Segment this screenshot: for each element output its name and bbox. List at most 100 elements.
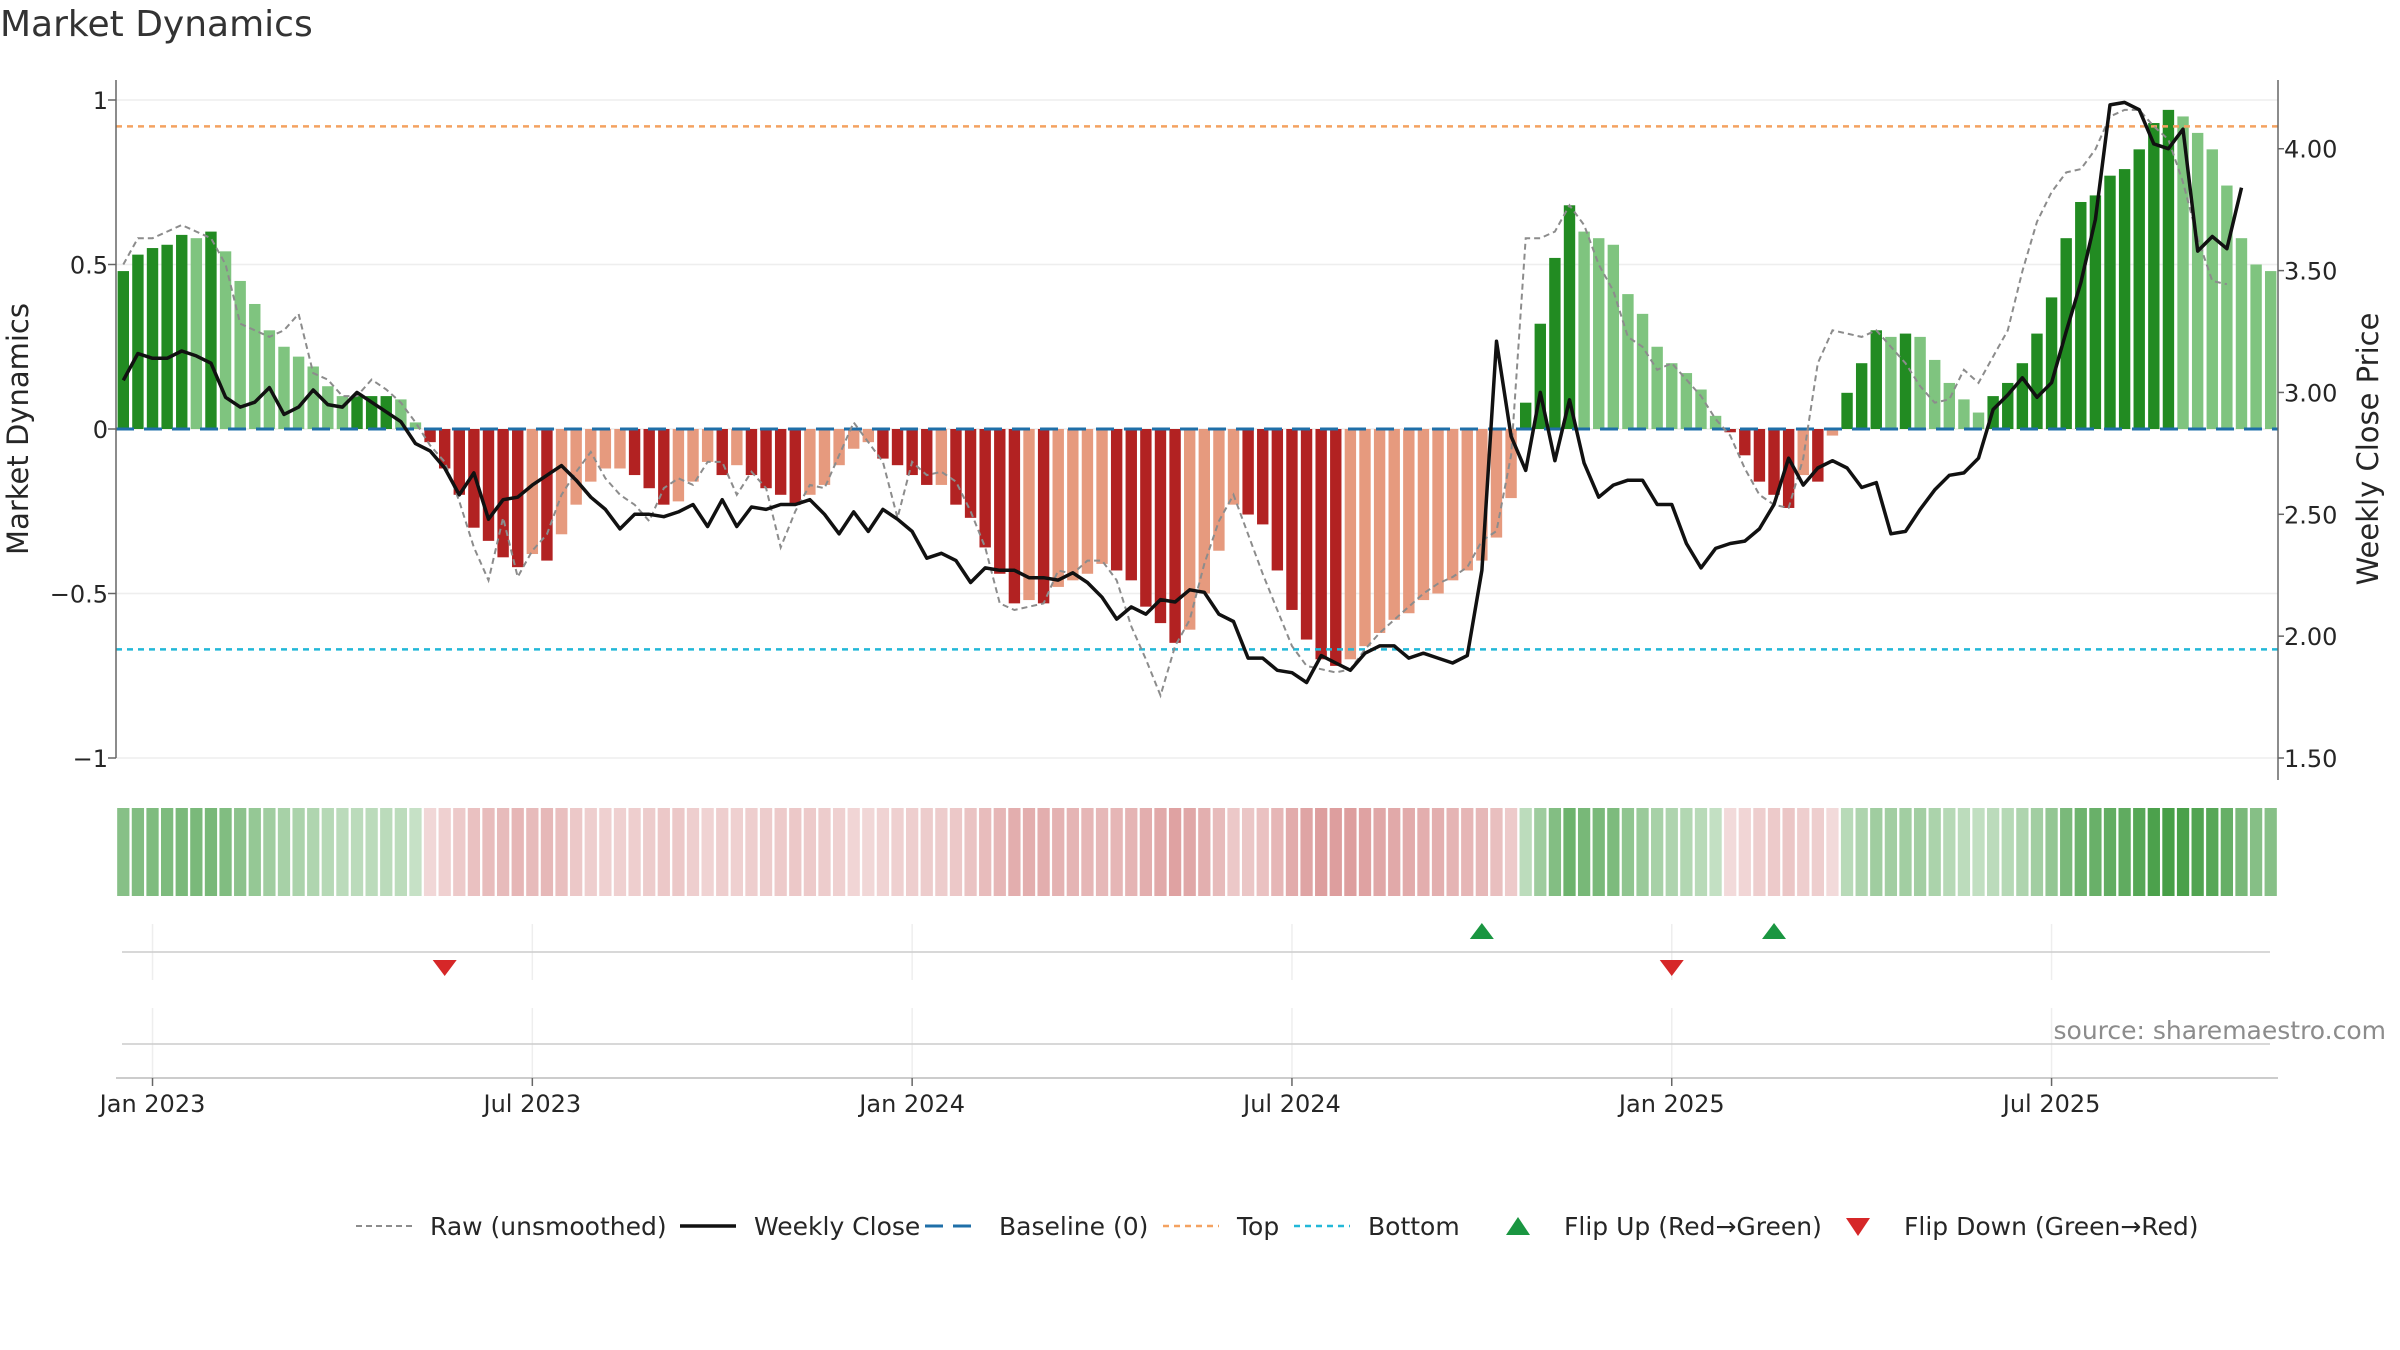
- regime-cell: [117, 808, 130, 896]
- regime-cell: [2264, 808, 2277, 896]
- dynamics-bar: [1549, 257, 1561, 429]
- dynamics-bar: [2191, 132, 2204, 429]
- legend-item-close: Weekly Close: [680, 1212, 920, 1241]
- regime-cell: [1373, 808, 1386, 896]
- dynamics-bar: [1417, 429, 1430, 601]
- regime-cell: [2118, 808, 2131, 896]
- y-tick-label: 0.5: [70, 252, 108, 280]
- dynamics-bar: [409, 422, 422, 429]
- flip-up-marker: [1469, 923, 1494, 939]
- dynamics-bars: [117, 109, 2277, 666]
- legend-label: Baseline (0): [999, 1212, 1148, 1241]
- dynamics-bar: [278, 346, 290, 429]
- dynamics-bar: [1257, 429, 1269, 525]
- dynamics-bar: [263, 330, 276, 429]
- regime-cell: [1592, 808, 1605, 896]
- regime-cell: [789, 808, 802, 896]
- dynamics-bar: [1709, 415, 1722, 429]
- regime-cell: [1738, 808, 1751, 896]
- flip-down-marker: [1659, 960, 1684, 976]
- dynamics-bar: [438, 429, 451, 469]
- dynamics-bar: [1315, 429, 1327, 660]
- dynamics-bar: [1403, 429, 1415, 614]
- regime-cell: [248, 808, 261, 896]
- legend-item-bottom: Bottom: [1294, 1212, 1460, 1241]
- regime-cell: [1052, 808, 1065, 896]
- regime-cell: [1811, 808, 1824, 896]
- dynamics-bar: [745, 429, 758, 476]
- dynamics-bar: [1037, 429, 1050, 604]
- regime-cell: [1957, 808, 1971, 896]
- dynamics-bar: [2264, 271, 2277, 429]
- dynamics-bar: [1213, 429, 1225, 551]
- dynamics-bar: [833, 429, 845, 466]
- dynamics-bar: [1388, 429, 1400, 620]
- regime-cell: [2162, 808, 2175, 896]
- regime-cell: [1987, 808, 2000, 896]
- dynamics-bar: [146, 248, 159, 429]
- x-tick-label: Jan 2024: [857, 1090, 965, 1118]
- regime-cell: [234, 808, 247, 896]
- dynamics-bar: [1446, 429, 1459, 581]
- axes: 1 0.5 0 −0.5 −1 4.00 3.50 3.00 2.50 2.00 1.50 Marke…: [1, 80, 2385, 780]
- dynamics-bar: [862, 429, 875, 443]
- dynamics-bar: [1052, 429, 1064, 587]
- dynamics-bar: [1870, 330, 1882, 429]
- regime-cell: [453, 808, 466, 896]
- dynamics-bar: [1622, 294, 1634, 429]
- regime-cell: [2249, 808, 2263, 896]
- dynamics-bar: [1008, 429, 1021, 604]
- dynamics-bar: [614, 429, 626, 469]
- regime-cell: [1125, 808, 1138, 896]
- regime-cell: [1548, 808, 1562, 896]
- dynamics-bar: [658, 429, 670, 505]
- regime-cell: [1402, 808, 1415, 896]
- dynamics-bar: [2221, 185, 2233, 429]
- raw-line: [122, 108, 2228, 699]
- dynamics-bar: [877, 429, 889, 459]
- dynamics-bar: [731, 429, 743, 466]
- dynamics-bar: [1782, 429, 1795, 508]
- dynamics-bar: [921, 429, 933, 485]
- regime-cell: [1256, 808, 1269, 896]
- regime-cell: [1446, 808, 1459, 896]
- dynamics-bar: [818, 429, 831, 485]
- dynamics-bar: [1359, 429, 1371, 647]
- dynamics-bar: [1563, 205, 1576, 429]
- regime-cell: [832, 808, 846, 896]
- dynamics-bar: [161, 244, 173, 429]
- dynamics-bar: [789, 429, 801, 505]
- dynamics-bar: [1330, 429, 1342, 666]
- legend-label: Bottom: [1368, 1212, 1460, 1241]
- regime-cell: [584, 808, 597, 896]
- regime-cell: [467, 808, 481, 896]
- regime-cell: [906, 808, 919, 896]
- regime-cell: [1081, 808, 1094, 896]
- dynamics-bar: [1636, 313, 1649, 429]
- regime-cell: [1928, 808, 1941, 896]
- regime-cell: [774, 808, 787, 896]
- dynamics-bar: [774, 429, 787, 495]
- regime-cell: [862, 808, 875, 896]
- regime-cell: [1344, 808, 1357, 896]
- regime-cell: [292, 808, 305, 896]
- dynamics-bar: [1344, 429, 1357, 660]
- regime-cell: [2220, 808, 2234, 896]
- regime-cell: [686, 808, 700, 896]
- x-tick-label: Jul 2023: [481, 1090, 581, 1118]
- dynamics-bar: [2162, 109, 2175, 430]
- y2-tick-label: 2.50: [2284, 501, 2337, 529]
- regime-cell: [1110, 808, 1123, 896]
- dynamics-bar: [395, 399, 407, 429]
- dynamics-bar: [1140, 429, 1152, 607]
- regime-cell: [1694, 808, 1708, 896]
- regime-cell: [2001, 808, 2014, 896]
- dynamics-bar: [526, 429, 539, 555]
- regime-cell: [131, 808, 145, 896]
- regime-cell: [1285, 808, 1299, 896]
- regime-cell: [307, 808, 320, 896]
- regime-cell: [1870, 808, 1883, 896]
- legend-item-raw: Raw (unsmoothed): [356, 1212, 667, 1241]
- x-tick-label: Jul 2024: [1241, 1090, 1341, 1118]
